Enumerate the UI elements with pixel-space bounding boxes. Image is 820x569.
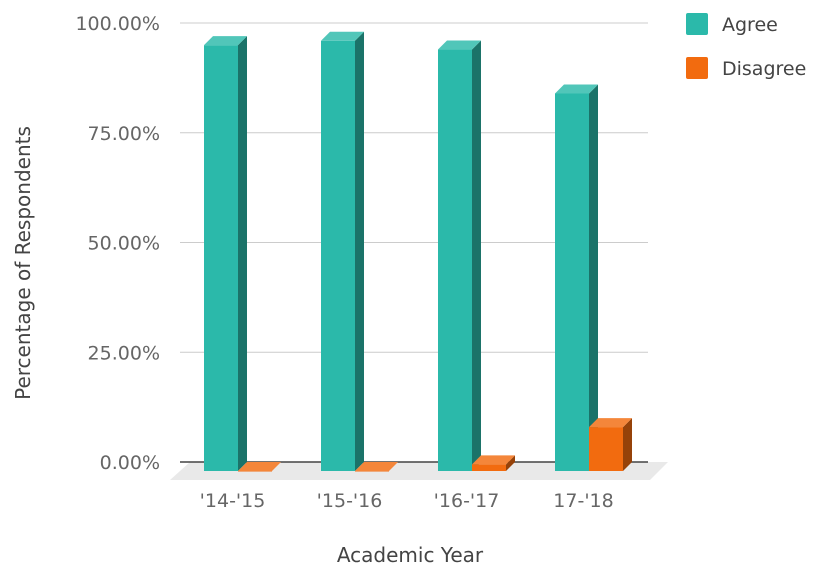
bar-top (589, 418, 632, 428)
bar-front (204, 45, 238, 472)
x-tick-label: '16-'17 (434, 490, 500, 512)
bar-front (321, 40, 355, 471)
bar-side (355, 31, 364, 472)
x-tick-label: '15-'16 (317, 490, 383, 512)
bar-top (204, 36, 247, 46)
x-tick-label: '14-'15 (200, 490, 266, 512)
legend: Agree Disagree (686, 13, 806, 80)
bar-disagree-1 (355, 462, 398, 472)
legend-swatch-agree (686, 13, 708, 35)
bar-front (238, 471, 272, 472)
bar-disagree-2 (472, 455, 515, 471)
bar-front (355, 471, 389, 472)
y-tick-label: 25.00% (88, 342, 160, 364)
bar-disagree-3 (589, 418, 632, 471)
x-axis-title: Academic Year (337, 543, 484, 567)
bars (204, 31, 632, 472)
y-axis-title: Percentage of Respondents (11, 126, 35, 400)
bar-top (555, 84, 598, 94)
bar-agree-2 (438, 40, 481, 472)
bar-front (589, 427, 623, 471)
x-tick-label: 17-'18 (553, 490, 613, 512)
y-tick-label: 100.00% (75, 13, 160, 35)
y-tick-label: 50.00% (88, 233, 160, 255)
legend-label-disagree: Disagree (722, 58, 806, 80)
legend-label-agree: Agree (722, 14, 778, 36)
bar-front (472, 464, 506, 471)
bar-disagree-0 (238, 462, 281, 472)
y-tick-label: 75.00% (88, 123, 160, 145)
y-tick-label: 0.00% (100, 452, 160, 474)
bar-side (589, 84, 598, 472)
bar-agree-3 (555, 84, 598, 472)
bar-side (472, 40, 481, 472)
bar-top (355, 462, 398, 471)
bar-side (506, 455, 515, 471)
bar-top (321, 31, 364, 41)
bar-front (555, 93, 589, 472)
x-axis-ticks: '14-'15 '15-'16 '16-'17 17-'18 (200, 490, 614, 512)
bar-front (438, 49, 472, 472)
bar-top (238, 462, 281, 471)
legend-swatch-disagree (686, 57, 708, 79)
bar-top (438, 40, 481, 50)
bar-side (623, 418, 632, 471)
bar-agree-0 (204, 36, 247, 472)
chart-floor (170, 462, 668, 480)
y-axis-ticks: 0.00% 25.00% 50.00% 75.00% 100.00% (75, 13, 160, 474)
bar-agree-1 (321, 31, 364, 472)
bar-top (472, 455, 515, 465)
bar-side (238, 36, 247, 472)
